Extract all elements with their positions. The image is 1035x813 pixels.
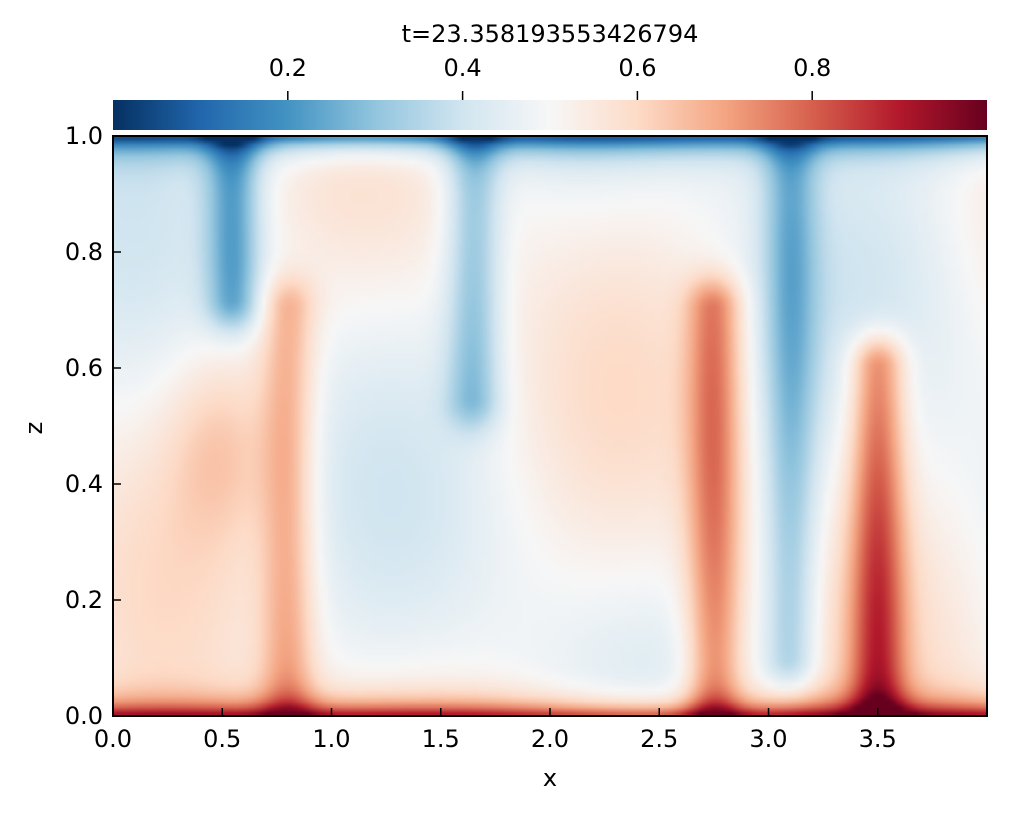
colorbar-tick-label: 0.6 [618,54,656,82]
y-tick-label: 1.0 [65,122,103,150]
x-tick-label: 3.0 [749,725,787,753]
colorbar: 0.2 0.4 0.6 0.8 [113,54,987,130]
y-tick-label: 0.8 [65,238,103,266]
temperature-field [113,136,987,716]
chart-title: t=23.358193553426794 [402,20,699,48]
x-tick-label: 3.5 [859,725,897,753]
x-axis-ticks: 0.0 0.5 1.0 1.5 2.0 2.5 3.0 3.5 [94,708,897,753]
y-axis-label: z [20,422,48,435]
y-tick-label: 0.6 [65,354,103,382]
x-tick-label: 1.0 [312,725,350,753]
x-tick-label: 2.0 [531,725,569,753]
colorbar-tick-label: 0.2 [269,54,307,82]
x-tick-label: 0.5 [203,725,241,753]
y-tick-label: 0.4 [65,470,103,498]
colorbar-gradient [113,100,987,130]
x-tick-label: 1.5 [422,725,460,753]
x-tick-label: 2.5 [640,725,678,753]
colorbar-tick-label: 0.4 [444,54,482,82]
colorbar-tick-label: 0.8 [793,54,831,82]
y-axis-ticks: 0.0 0.2 0.4 0.6 0.8 1.0 [65,122,121,730]
colorbar-ticks: 0.2 0.4 0.6 0.8 [269,54,831,100]
x-tick-label: 0.0 [94,725,132,753]
x-axis-label: x [543,764,557,792]
y-tick-label: 0.0 [65,702,103,730]
plot-area: 0.0 0.5 1.0 1.5 2.0 2.5 3.0 3.5 0.0 0.2 0.4 0.6 0.8… [65,122,988,753]
y-tick-label: 0.2 [65,586,103,614]
